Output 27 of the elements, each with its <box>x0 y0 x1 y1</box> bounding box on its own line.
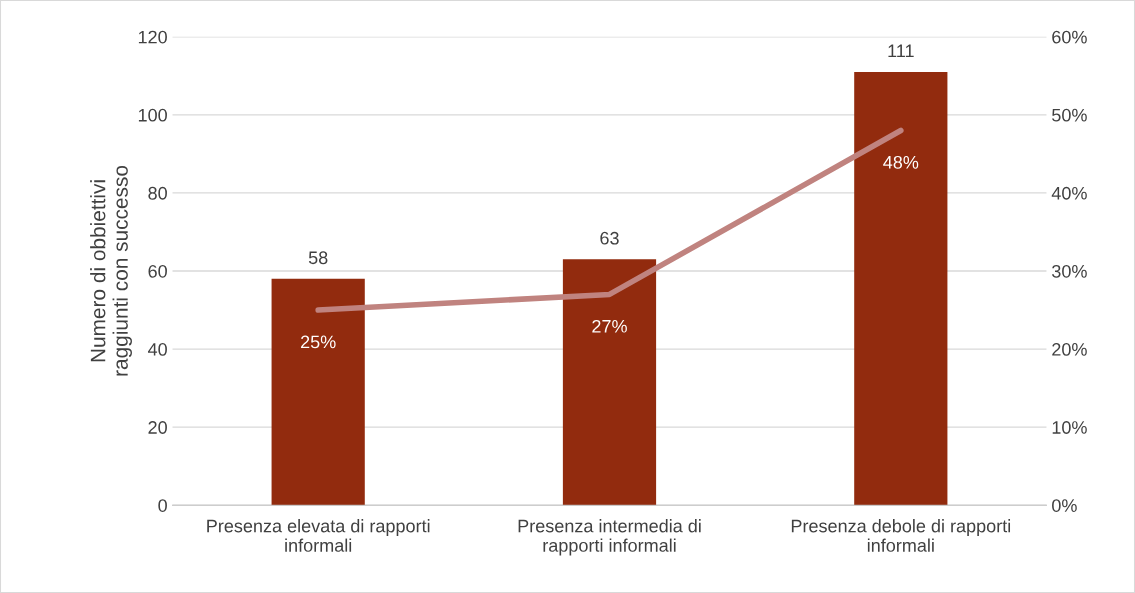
bar <box>854 71 948 506</box>
y-tick-label: 60 <box>148 264 167 278</box>
x-tick-label: Presenza intermedia di rapporti informali <box>518 519 701 556</box>
data-label: 25% <box>301 335 336 349</box>
x-tick-label: Presenza elevata di rapporti informali <box>207 519 430 552</box>
y2-tick-label: 20% <box>1052 343 1087 356</box>
y-tick-label: 100 <box>138 108 167 122</box>
data-label: 63 <box>600 231 619 245</box>
y-tick-label: 20 <box>148 421 167 434</box>
y2-tick-label: 40% <box>1051 186 1087 200</box>
data-label: 58 <box>308 251 328 265</box>
y-tick-label: 40 <box>147 343 167 356</box>
y2-tick-label: 60% <box>1052 30 1087 44</box>
y-tick-label: 0 <box>158 499 167 512</box>
data-label: 48% <box>883 155 919 169</box>
y2-tick-label: 10% <box>1052 421 1087 434</box>
data-label: 111 <box>888 44 914 58</box>
y2-tick-label: 30% <box>1052 264 1087 278</box>
y2-tick-label: 50% <box>1052 108 1087 122</box>
bar <box>271 278 365 506</box>
x-tick-label: Presenza debole di rapporti informali <box>791 519 1011 552</box>
data-label: 27% <box>592 319 627 333</box>
y2-tick-label: 0% <box>1052 499 1077 512</box>
y-tick-label: 120 <box>138 30 167 44</box>
y-tick-label: 80 <box>148 186 167 200</box>
y-axis-title: Numero di obbiettivi raggiunti con successo <box>90 165 132 376</box>
bar <box>562 259 657 506</box>
